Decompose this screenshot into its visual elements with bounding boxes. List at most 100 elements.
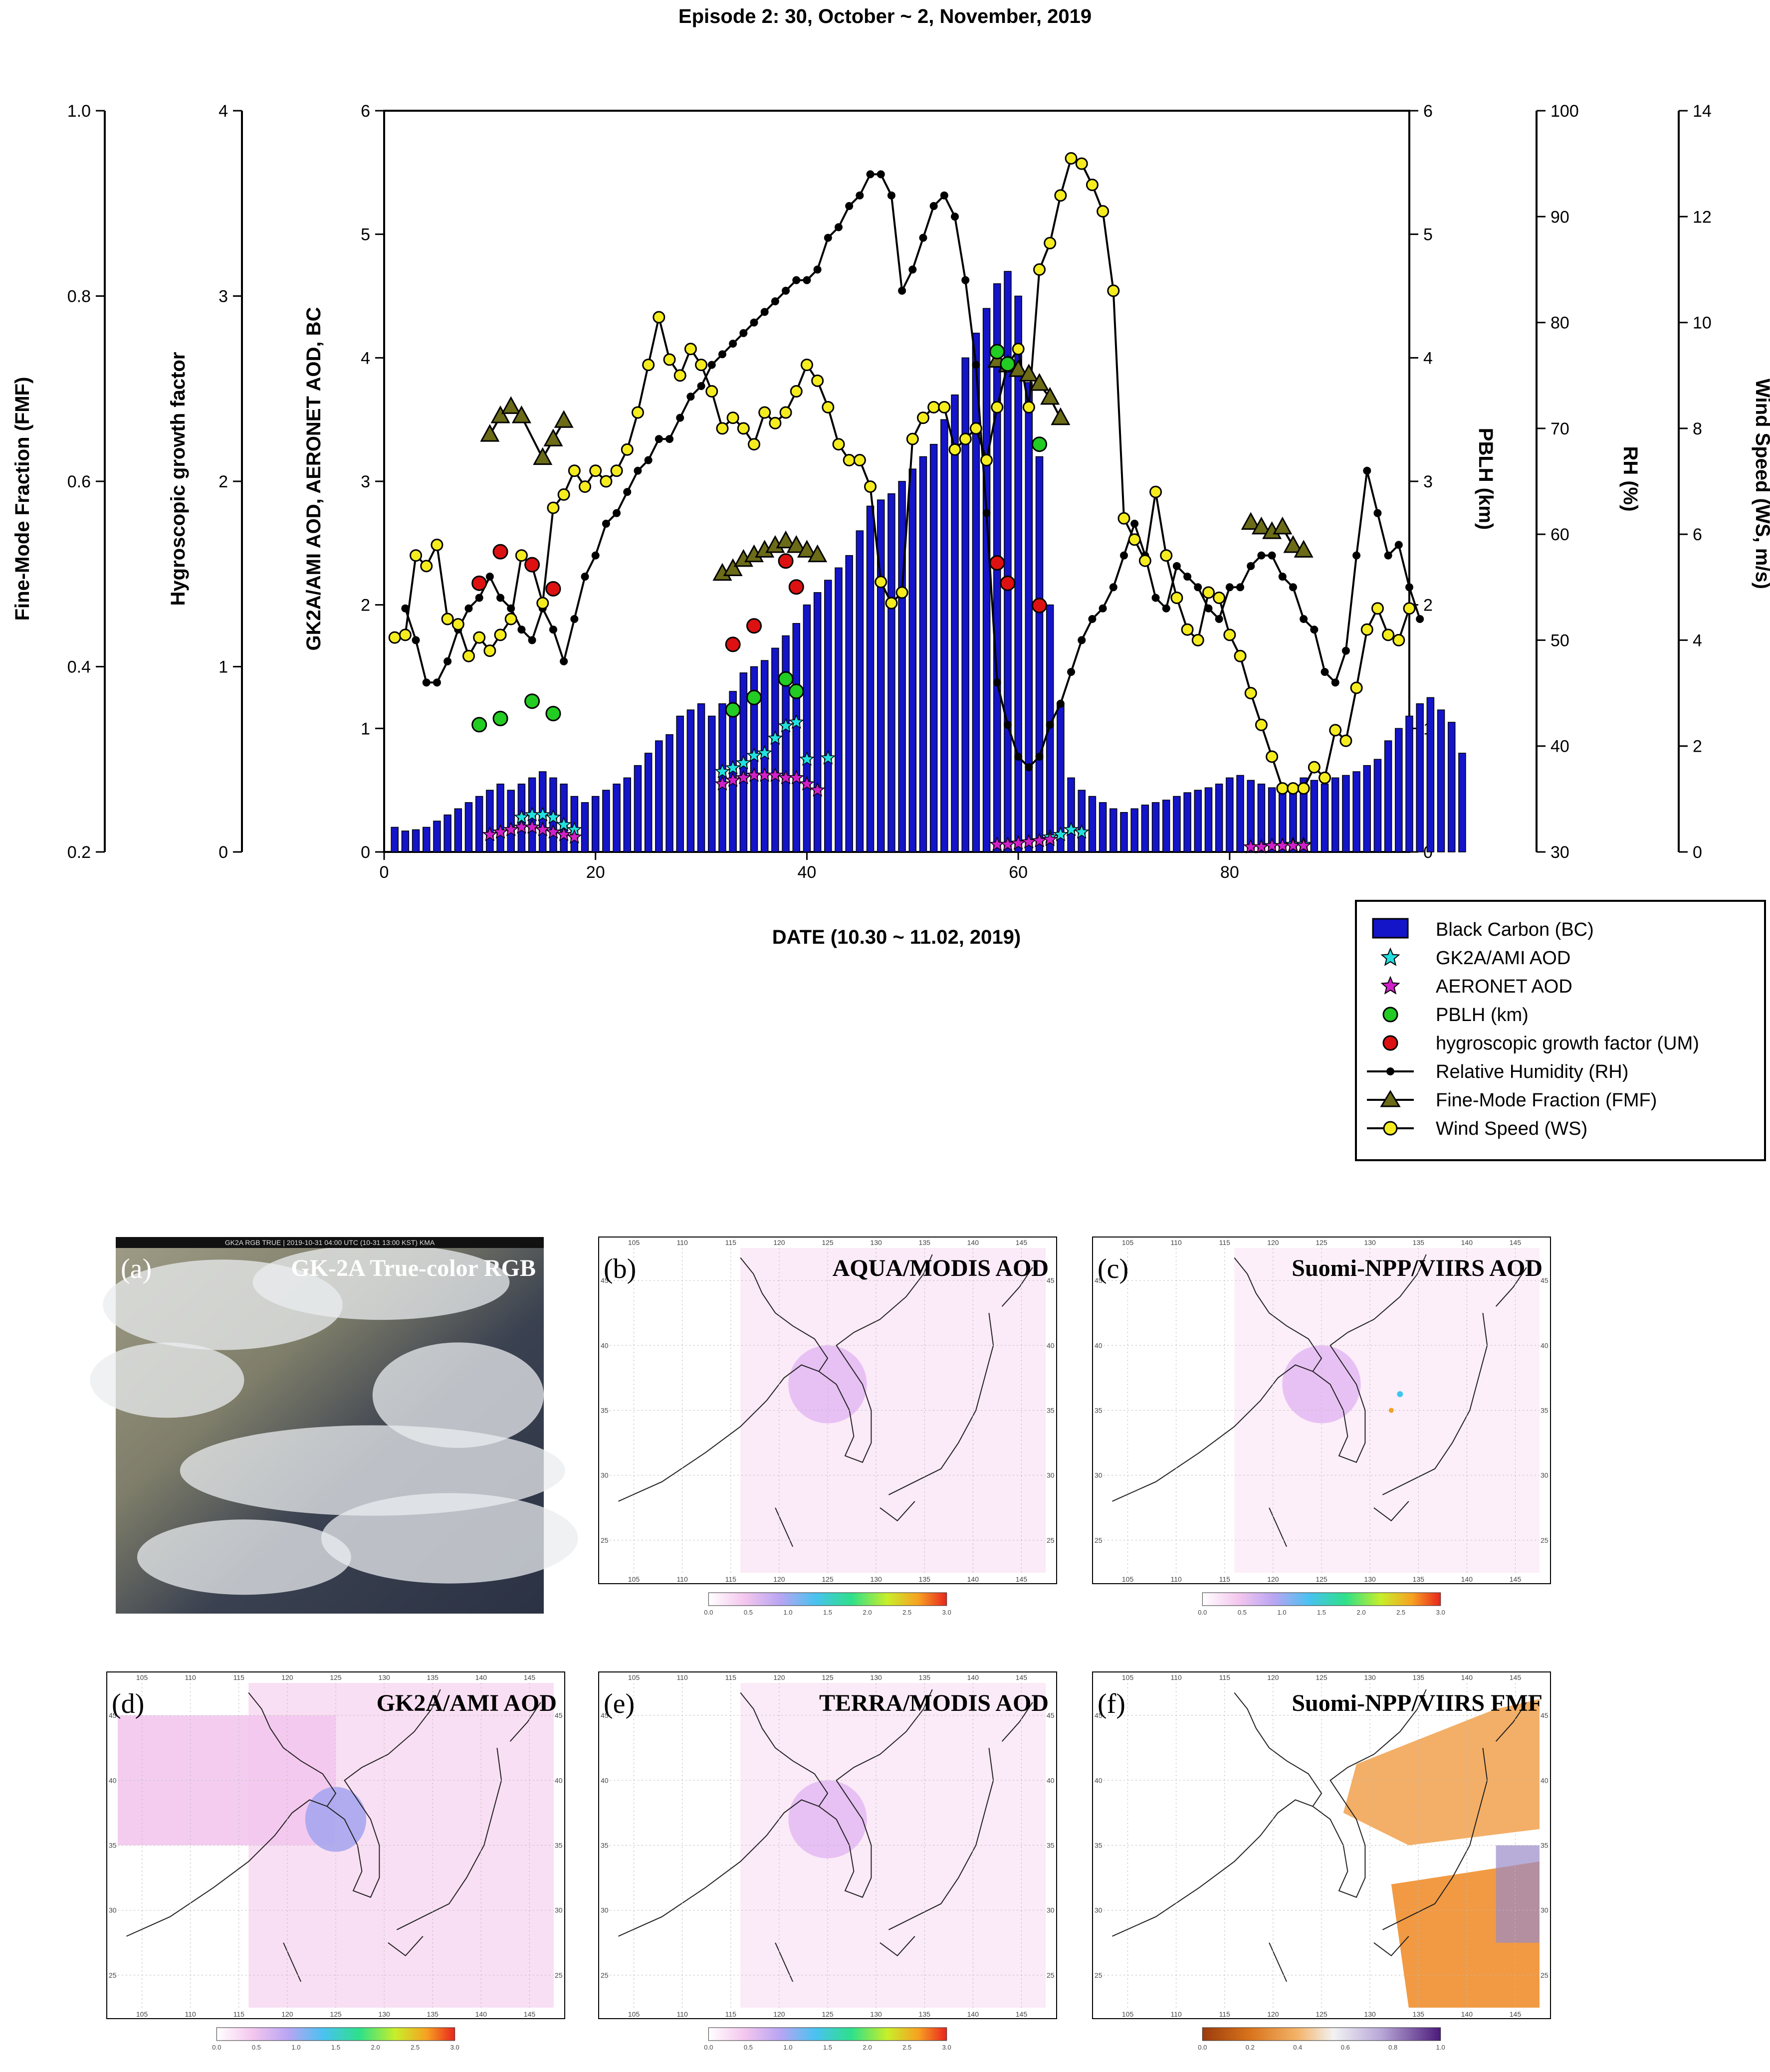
gk2a-aod-point	[1053, 827, 1069, 841]
rh-point	[929, 202, 938, 210]
lon-tick-bottom: 115	[725, 2010, 737, 2018]
panel-letter: (b)	[604, 1253, 636, 1284]
lon-tick-top: 125	[822, 1239, 834, 1246]
lon-tick-top: 115	[1219, 1673, 1231, 1681]
fmf-point	[501, 396, 521, 414]
coastline	[326, 1689, 441, 1898]
lon-tick-bottom: 140	[1461, 1575, 1473, 1583]
bc-bar	[961, 357, 969, 852]
colorbar-tick: 3.0	[942, 1609, 951, 1616]
legend-bc-label: Black Carbon (BC)	[1436, 919, 1594, 940]
panel-letter: (f)	[1098, 1688, 1125, 1719]
aeronet-aod-point	[567, 829, 582, 844]
coastline	[1382, 1313, 1488, 1495]
ws-point	[1170, 592, 1183, 605]
rh-point	[993, 678, 1001, 687]
lon-tick-bottom: 140	[1461, 2010, 1473, 2018]
lon-tick-top: 145	[1016, 1239, 1028, 1246]
rh-point	[792, 276, 801, 284]
series-points	[388, 152, 1424, 854]
ws-point	[875, 576, 887, 589]
hgf-point	[545, 581, 561, 597]
coastline	[1382, 1748, 1488, 1930]
colorbar-tick: 1.5	[331, 2044, 340, 2051]
ws-point	[737, 422, 750, 435]
hgf-point	[725, 636, 741, 652]
rh-point	[1162, 604, 1170, 613]
rh-point	[422, 678, 431, 687]
ws-point	[642, 358, 655, 371]
lon-tick-bottom: 110	[185, 2010, 197, 2018]
rh-axis-tick-label: 40	[1550, 737, 1569, 756]
lat-tick-right: 25	[555, 1971, 563, 1979]
rh-point	[824, 233, 832, 242]
rh-point	[1194, 583, 1202, 592]
hgf-axis-tick-label: 0	[219, 843, 228, 862]
legend-ws-label: Wind Speed (WS)	[1436, 1118, 1587, 1139]
hgf-point	[778, 553, 794, 569]
ws-point	[1350, 681, 1363, 694]
lon-tick-top: 120	[281, 1673, 293, 1681]
rh-point	[1321, 668, 1329, 676]
lat-tick-left: 45	[601, 1711, 609, 1719]
rh-point	[803, 276, 811, 284]
coastline	[1373, 1936, 1409, 1957]
fmf-point	[808, 544, 828, 563]
bc-bar	[1321, 784, 1329, 852]
pblh-point	[725, 702, 741, 718]
bc-bar	[771, 647, 779, 852]
panel-letter: (a)	[121, 1253, 152, 1284]
bc-bar	[1014, 295, 1022, 852]
lat-tick-right: 45	[555, 1711, 563, 1719]
fmf-point	[797, 540, 817, 558]
lat-tick-left: 45	[1095, 1276, 1103, 1284]
rh-point	[856, 191, 864, 200]
bc-bar	[1204, 787, 1213, 852]
lon-tick-top: 125	[1316, 1673, 1328, 1681]
pblh-point	[788, 683, 804, 699]
colorbar-tick: 2.0	[863, 2044, 872, 2051]
legend-gk2a-label: GK2A/AMI AOD	[1436, 948, 1570, 969]
fmf-point	[1029, 373, 1050, 391]
lat-tick-right: 45	[1541, 1276, 1549, 1284]
bc-bar	[898, 481, 906, 852]
rh-point	[845, 202, 854, 210]
colorbar-tick: 0.0	[212, 2044, 221, 2051]
colorbar	[216, 2027, 455, 2041]
rh-point	[972, 361, 980, 369]
rh-point	[464, 604, 473, 613]
lon-tick-top: 125	[822, 1673, 834, 1681]
legend-fmf-label: Fine-Mode Fraction (FMF)	[1436, 1090, 1657, 1111]
lon-tick-bottom: 120	[773, 1575, 785, 1583]
coastline	[880, 1936, 915, 1957]
rh-point	[1046, 721, 1054, 729]
rh-point	[665, 435, 674, 443]
bc-bar	[919, 456, 927, 852]
ws-point	[536, 597, 549, 610]
bc-bar	[929, 443, 938, 852]
lat-tick-left: 25	[601, 1536, 609, 1544]
lon-tick-top: 130	[870, 1673, 882, 1681]
aeronet-aod-point	[503, 822, 519, 836]
lon-tick-bottom: 110	[677, 2010, 688, 2018]
gk2a-aod-point	[757, 745, 772, 760]
lon-tick-top: 115	[725, 1673, 737, 1681]
fmf-point	[511, 405, 531, 423]
ws-point	[388, 631, 401, 644]
pblh-point	[1000, 356, 1016, 372]
rh-point	[1257, 551, 1266, 560]
hgf-axis-tick-label: 2	[219, 472, 228, 491]
ws-axis-tick-label: 2	[1693, 737, 1702, 756]
lon-tick-top: 145	[524, 1673, 536, 1681]
fmf-point	[1273, 516, 1293, 535]
lon-tick-bottom: 115	[1219, 2010, 1231, 2018]
lon-tick-top: 145	[1510, 1239, 1522, 1246]
fmf-axis-tick-label: 0.4	[67, 658, 91, 677]
lat-tick-left: 45	[1095, 1711, 1103, 1719]
lat-tick-right: 25	[1541, 1536, 1549, 1544]
ws-axis-tick-label: 14	[1693, 102, 1712, 121]
ws-axis-tick-label: 0	[1693, 843, 1702, 862]
rh-point	[602, 519, 610, 528]
rh-point	[919, 233, 927, 242]
lon-tick-bottom: 110	[677, 1575, 688, 1583]
